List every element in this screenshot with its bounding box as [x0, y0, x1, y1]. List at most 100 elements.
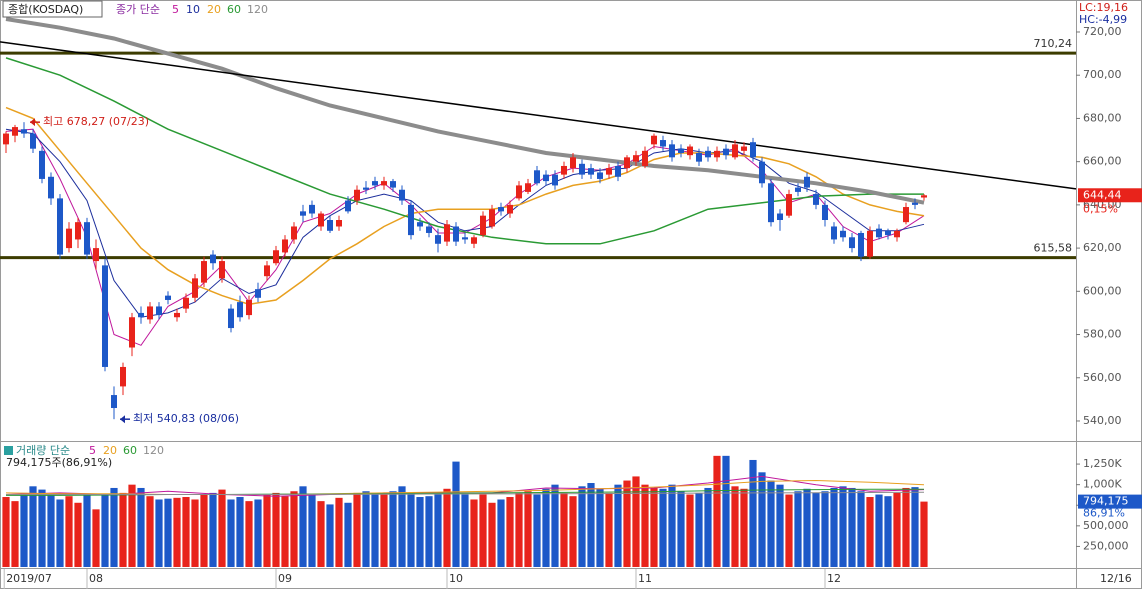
candle-body: [237, 302, 244, 318]
volume-bar: [425, 496, 433, 567]
candle-body: [353, 189, 360, 201]
volume-bar: [182, 497, 190, 567]
volume-bar: [497, 499, 505, 567]
candle-body: [299, 211, 306, 216]
volume-bar: [452, 461, 460, 567]
volume-bar: [704, 487, 712, 567]
volume-bar: [398, 486, 406, 567]
volume-legend-entry: 120: [143, 444, 164, 457]
volume-bar: [830, 487, 838, 567]
candle-body: [695, 153, 702, 162]
candle-body: [524, 183, 531, 192]
volume-bar: [56, 499, 64, 567]
volume-bar: [11, 501, 19, 567]
candle-body: [201, 261, 208, 283]
change-label: 0,15%: [1083, 202, 1118, 215]
candle-body: [605, 168, 612, 175]
volume-bar: [569, 496, 577, 567]
candle-body: [165, 295, 172, 300]
candle-body: [335, 220, 342, 227]
volume-bar: [128, 484, 136, 567]
candle-body: [542, 174, 549, 182]
ma-line: [5, 106, 925, 306]
volume-bar: [560, 492, 568, 567]
candle-body: [794, 187, 801, 192]
candle-body: [857, 232, 864, 257]
candle-body: [389, 181, 396, 188]
candle-body: [281, 239, 288, 253]
candle-body: [452, 226, 459, 242]
candle-body: [30, 133, 37, 149]
ma-line: [5, 17, 925, 205]
candle-body: [3, 133, 10, 145]
candle-body: [533, 170, 540, 184]
candle-body: [407, 204, 414, 236]
volume-bar: [866, 497, 874, 567]
volume-bar: [722, 455, 730, 567]
candle-body: [39, 150, 46, 179]
candle-body: [443, 224, 450, 242]
candle-body: [659, 140, 666, 147]
candle-body: [893, 230, 900, 238]
volume-bar: [578, 486, 586, 567]
candle-body: [848, 237, 855, 249]
volume-y-tick-label: 1,000K: [1083, 478, 1122, 491]
last-price-box: [1078, 188, 1142, 203]
candle-body: [21, 129, 28, 134]
volume-bar: [38, 489, 46, 567]
volume-bar: [848, 487, 856, 567]
volume-bar: [488, 502, 496, 567]
annotation-arrowhead: [30, 118, 36, 127]
y-tick-label: 660,00: [1083, 155, 1122, 168]
candle-body: [722, 148, 729, 156]
candle-body: [740, 146, 747, 151]
candle-body: [776, 213, 783, 220]
volume-bar: [902, 487, 910, 567]
candle-body: [578, 163, 585, 175]
volume-bar: [812, 492, 820, 567]
volume-bar: [695, 492, 703, 567]
candle-body: [704, 150, 711, 158]
x-tick-label: 10: [449, 572, 463, 585]
candle-body: [371, 181, 378, 186]
volume-bar: [551, 484, 559, 567]
volume-bar: [218, 489, 226, 567]
volume-bar: [479, 494, 487, 567]
volume-bar: [542, 488, 550, 567]
volume-bar: [821, 491, 829, 567]
x-tick-label: 09: [278, 572, 292, 585]
candle-body: [515, 185, 522, 199]
candle-body: [48, 176, 55, 199]
date-label: 12/16: [1100, 572, 1132, 585]
volume-bar: [200, 494, 208, 567]
candle-body: [875, 228, 882, 238]
candle-body: [686, 146, 693, 156]
volume-bar: [515, 492, 523, 567]
volume-y-tick-label: 250,000: [1083, 539, 1129, 552]
volume-bar: [713, 455, 721, 567]
volume-bar: [587, 483, 595, 567]
candle-body: [902, 207, 909, 223]
candle-body: [623, 157, 630, 169]
volume-bar: [785, 494, 793, 567]
volume-bar: [74, 502, 82, 567]
volume-bar: [884, 496, 892, 567]
volume-bar: [371, 492, 379, 567]
volume-bar: [839, 486, 847, 567]
volume-bar: [677, 491, 685, 567]
volume-bar: [146, 496, 154, 567]
volume-bar: [623, 480, 631, 567]
volume-bar: [911, 487, 919, 567]
symbol: 종합(KOSDAQ): [8, 3, 83, 16]
volume-bar: [164, 498, 172, 567]
candle-body: [156, 306, 163, 316]
candle-body: [120, 366, 127, 387]
symbol-box: [2, 0, 103, 18]
candle-body: [12, 127, 19, 136]
y-tick-label: 580,00: [1083, 328, 1122, 341]
legend-entry: 10: [186, 3, 200, 16]
volume-bar: [254, 499, 262, 567]
x-tick-label: 2019/07: [6, 572, 52, 585]
candle-body: [488, 209, 495, 227]
volume-bar: [668, 484, 676, 567]
